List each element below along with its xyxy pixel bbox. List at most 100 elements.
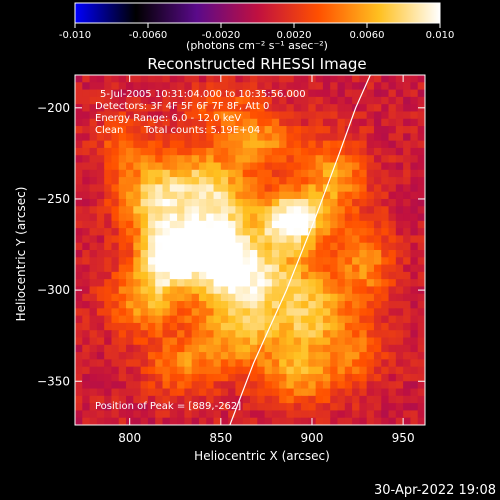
heatmap-cell [126, 257, 134, 266]
heatmap-cell [191, 257, 200, 266]
heatmap-cell [140, 308, 149, 317]
heatmap-cell [118, 155, 127, 164]
heatmap-cell [213, 89, 222, 98]
heatmap-cell [293, 301, 302, 309]
heatmap-cell [206, 75, 215, 83]
heatmap-cell [271, 235, 280, 244]
annotation-counts: Total counts: 5.19E+04 [143, 125, 260, 136]
heatmap-cell [126, 337, 134, 346]
heatmap-cell [366, 279, 375, 288]
heatmap-cell [366, 140, 375, 149]
heatmap-cell [264, 279, 273, 288]
heatmap-cell [75, 308, 83, 317]
heatmap-cell [242, 315, 251, 324]
heatmap-cell [140, 271, 149, 280]
heatmap-cell [118, 242, 127, 251]
heatmap-cell [140, 359, 149, 368]
heatmap-cell [352, 169, 360, 178]
heatmap-cell [242, 388, 251, 397]
heatmap-cell [82, 250, 91, 258]
heatmap-cell [198, 184, 207, 193]
heatmap-cell [330, 395, 339, 404]
heatmap-cell [206, 213, 215, 222]
heatmap-cell [96, 140, 105, 149]
heatmap-cell [177, 191, 185, 200]
heatmap-cell [82, 213, 91, 222]
heatmap-cell [82, 96, 91, 105]
heatmap-cell [293, 388, 302, 397]
heatmap-cell [388, 213, 397, 222]
heatmap-image [75, 75, 425, 425]
heatmap-cell [162, 111, 171, 120]
heatmap-cell [330, 381, 339, 390]
heatmap-cell [279, 169, 288, 178]
heatmap-cell [235, 206, 244, 215]
heatmap-cell [126, 279, 134, 288]
heatmap-cell [89, 359, 98, 368]
heatmap-cell [344, 293, 353, 302]
heatmap-cell [206, 359, 215, 368]
heatmap-cell [286, 155, 295, 164]
heatmap-cell [96, 352, 105, 360]
heatmap-cell [169, 366, 178, 375]
heatmap-cell [242, 242, 251, 251]
heatmap-cell [264, 206, 273, 215]
heatmap-cell [286, 403, 295, 412]
heatmap-cell [198, 403, 207, 412]
heatmap-cell [301, 301, 309, 309]
heatmap-cell [293, 264, 302, 273]
heatmap-cell [184, 147, 193, 156]
heatmap-cell [118, 373, 127, 382]
heatmap-cell [155, 82, 164, 91]
heatmap-cell [373, 177, 382, 185]
heatmap-cell [242, 330, 251, 339]
heatmap-cell [184, 191, 193, 200]
heatmap-cell [373, 184, 382, 193]
heatmap-cell [308, 96, 317, 105]
heatmap-cell [388, 126, 397, 134]
heatmap-cell [147, 271, 156, 280]
heatmap-cell [257, 293, 266, 302]
heatmap-cell [147, 155, 156, 164]
heatmap-cell [417, 184, 425, 193]
heatmap-cell [82, 344, 91, 353]
heatmap-cell [366, 89, 375, 98]
heatmap-cell [271, 228, 280, 237]
heatmap-cell [184, 220, 193, 229]
heatmap-cell [271, 162, 280, 171]
heatmap-cell [388, 395, 397, 404]
heatmap-cell [126, 213, 134, 222]
heatmap-cell [111, 228, 120, 237]
heatmap-cell [213, 330, 222, 339]
heatmap-cell [155, 213, 164, 222]
heatmap-cell [308, 279, 317, 288]
heatmap-cell [286, 191, 295, 200]
heatmap-cell [330, 82, 339, 91]
heatmap-cell [250, 381, 258, 390]
heatmap-cell [403, 417, 412, 425]
annotation-energy: Energy Range: 6.0 - 12.0 keV [95, 113, 241, 124]
heatmap-cell [271, 293, 280, 302]
heatmap-cell [147, 403, 156, 412]
heatmap-cell [169, 147, 178, 156]
heatmap-cell [184, 293, 193, 302]
heatmap-cell [257, 344, 266, 353]
heatmap-cell [147, 344, 156, 353]
heatmap-cell [198, 330, 207, 339]
heatmap-cell [111, 315, 120, 324]
heatmap-cell [322, 308, 331, 317]
heatmap-cell [344, 118, 353, 127]
heatmap-cell [359, 82, 368, 91]
heatmap-cell [104, 373, 113, 382]
heatmap-cell [169, 140, 178, 149]
heatmap-cell [147, 220, 156, 229]
heatmap-cell [315, 111, 324, 120]
heatmap-cell [381, 162, 390, 171]
heatmap-cell [118, 417, 127, 425]
heatmap-cell [184, 235, 193, 244]
heatmap-cell [213, 373, 222, 382]
heatmap-cell [162, 228, 171, 237]
heatmap-cell [213, 213, 222, 222]
heatmap-cell [242, 82, 251, 91]
heatmap-cell [315, 315, 324, 324]
